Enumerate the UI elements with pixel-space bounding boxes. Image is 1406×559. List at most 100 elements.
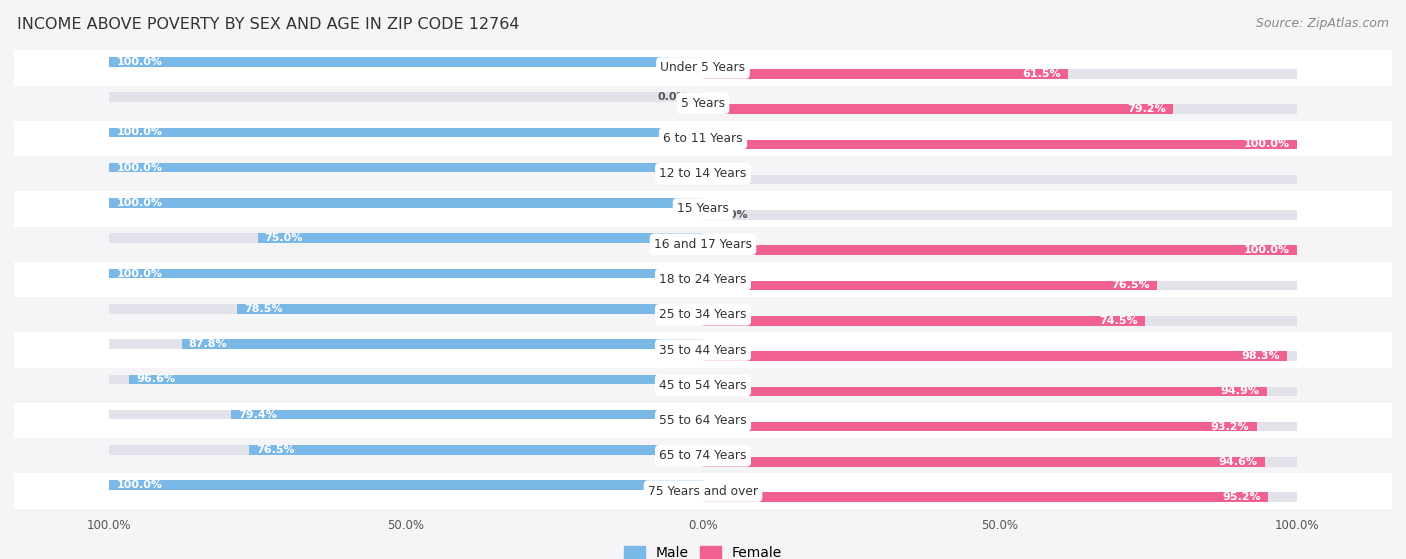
Bar [14,226,1392,262]
Bar [703,105,1174,114]
Text: 45 to 54 Years: 45 to 54 Years [659,379,747,392]
Text: 100.0%: 100.0% [1244,139,1289,149]
Text: 94.6%: 94.6% [1219,457,1258,467]
Bar [703,105,1296,114]
Bar [14,121,1392,156]
Text: 100.0%: 100.0% [117,163,162,173]
Bar [695,92,703,102]
Text: 35 to 44 Years: 35 to 44 Years [659,344,747,357]
Text: 5 Years: 5 Years [681,97,725,110]
Text: 6 to 11 Years: 6 to 11 Years [664,132,742,145]
Bar [14,191,1392,226]
Bar [703,245,1296,255]
Bar [110,480,703,490]
Text: 76.5%: 76.5% [256,445,294,455]
Text: 55 to 64 Years: 55 to 64 Years [659,414,747,427]
Bar [703,386,1296,396]
Bar [110,127,703,137]
Text: Under 5 Years: Under 5 Years [661,61,745,74]
Bar [110,163,703,173]
Text: 100.0%: 100.0% [117,57,162,67]
Bar [703,69,1296,79]
Bar [110,92,703,102]
Text: 95.2%: 95.2% [1223,492,1261,502]
Bar [703,386,1267,396]
Bar [110,304,703,314]
Text: 76.5%: 76.5% [1112,281,1150,291]
Bar [181,339,703,349]
Bar [703,175,1296,184]
Bar [110,269,703,278]
Bar [110,57,703,67]
Bar [14,86,1392,121]
Bar [703,281,1157,290]
Bar [110,163,703,173]
Bar [14,333,1392,368]
Bar [110,269,703,278]
Text: 98.3%: 98.3% [1241,351,1279,361]
Bar [110,339,703,349]
Bar [236,304,703,314]
Text: 79.2%: 79.2% [1128,104,1166,114]
Bar [703,422,1257,432]
Text: 100.0%: 100.0% [117,198,162,208]
Bar [14,297,1392,333]
Bar [110,234,703,243]
Text: 16 and 17 Years: 16 and 17 Years [654,238,752,251]
Bar [703,140,1296,149]
Bar [703,457,1296,467]
Text: 12 to 14 Years: 12 to 14 Years [659,167,747,180]
Bar [14,156,1392,191]
Text: 78.5%: 78.5% [243,304,283,314]
Text: 15 Years: 15 Years [678,202,728,215]
Bar [703,422,1296,432]
Text: 0.0%: 0.0% [658,92,688,102]
Text: 87.8%: 87.8% [188,339,228,349]
Text: 79.4%: 79.4% [239,410,277,420]
Bar [703,281,1296,290]
Bar [249,445,703,454]
Bar [257,234,703,243]
Text: 0.0%: 0.0% [718,210,748,220]
Bar [703,457,1265,467]
Bar [110,375,703,384]
Bar [703,492,1268,502]
Bar [703,316,1296,325]
Bar [110,410,703,419]
Text: 25 to 34 Years: 25 to 34 Years [659,308,747,321]
Text: 18 to 24 Years: 18 to 24 Years [659,273,747,286]
Text: Source: ZipAtlas.com: Source: ZipAtlas.com [1256,17,1389,30]
Bar [703,140,1296,149]
Bar [14,50,1392,86]
Bar [110,57,703,67]
Text: 100.0%: 100.0% [117,480,162,490]
Bar [14,262,1392,297]
Bar [110,480,703,490]
Bar [110,198,703,208]
Legend: Male, Female: Male, Female [619,541,787,559]
Bar [703,69,1069,79]
Bar [110,198,703,208]
Bar [703,175,711,184]
Text: 96.6%: 96.6% [136,375,176,384]
Bar [14,368,1392,403]
Bar [14,403,1392,438]
Text: 100.0%: 100.0% [117,127,162,138]
Text: 100.0%: 100.0% [1244,245,1289,255]
Text: 65 to 74 Years: 65 to 74 Years [659,449,747,462]
Bar [703,316,1146,325]
Text: 74.5%: 74.5% [1099,316,1139,326]
Bar [129,375,703,384]
Bar [14,438,1392,473]
Text: 61.5%: 61.5% [1022,69,1062,79]
Bar [703,245,1296,255]
Bar [703,210,1296,220]
Bar [14,473,1392,509]
Text: 94.9%: 94.9% [1220,386,1260,396]
Bar [703,210,711,220]
Bar [703,492,1296,502]
Text: 0.0%: 0.0% [718,175,748,184]
Text: 100.0%: 100.0% [117,268,162,278]
Text: 93.2%: 93.2% [1211,421,1250,432]
Text: 75.0%: 75.0% [264,233,304,243]
